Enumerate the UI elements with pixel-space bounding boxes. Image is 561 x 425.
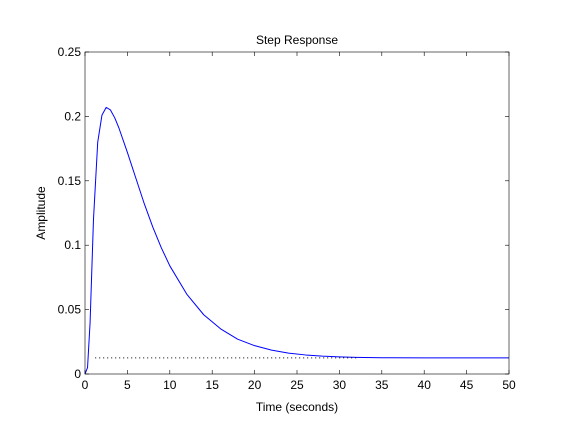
y-tick-label: 0.25 <box>58 45 82 59</box>
x-tick-label: 45 <box>460 378 474 392</box>
series-layer <box>84 106 509 375</box>
x-axis-label: Time (seconds) <box>256 400 338 414</box>
x-tick-label: 35 <box>375 378 389 392</box>
y-tick-label: 0.15 <box>58 174 82 188</box>
axes-box <box>84 51 510 375</box>
x-tick-label: 20 <box>248 378 262 392</box>
y-tick-label: 0.2 <box>64 109 81 123</box>
x-tick-label: 25 <box>290 378 304 392</box>
y-tick-label: 0.1 <box>64 238 81 252</box>
step-response-line <box>84 106 509 375</box>
x-tick-label: 5 <box>124 378 131 392</box>
y-tick-label: 0 <box>74 367 81 381</box>
chart-title: Step Response <box>256 33 338 47</box>
y-axis-label: Amplitude <box>34 186 48 240</box>
x-tick-label: 50 <box>502 378 516 392</box>
x-tick-label: 0 <box>82 378 89 392</box>
x-tick-label: 10 <box>163 378 177 392</box>
x-tick-label: 40 <box>418 378 432 392</box>
x-tick-label: 15 <box>206 378 220 392</box>
x-tick-label: 30 <box>333 378 347 392</box>
ticks-layer: 0 5 10 15 20 25 30 35 40 45 50 0 0.05 0.1 0.15 0.2 0.25 <box>58 45 516 392</box>
y-tick-label: 0.05 <box>58 303 82 317</box>
plot-background <box>85 52 509 374</box>
